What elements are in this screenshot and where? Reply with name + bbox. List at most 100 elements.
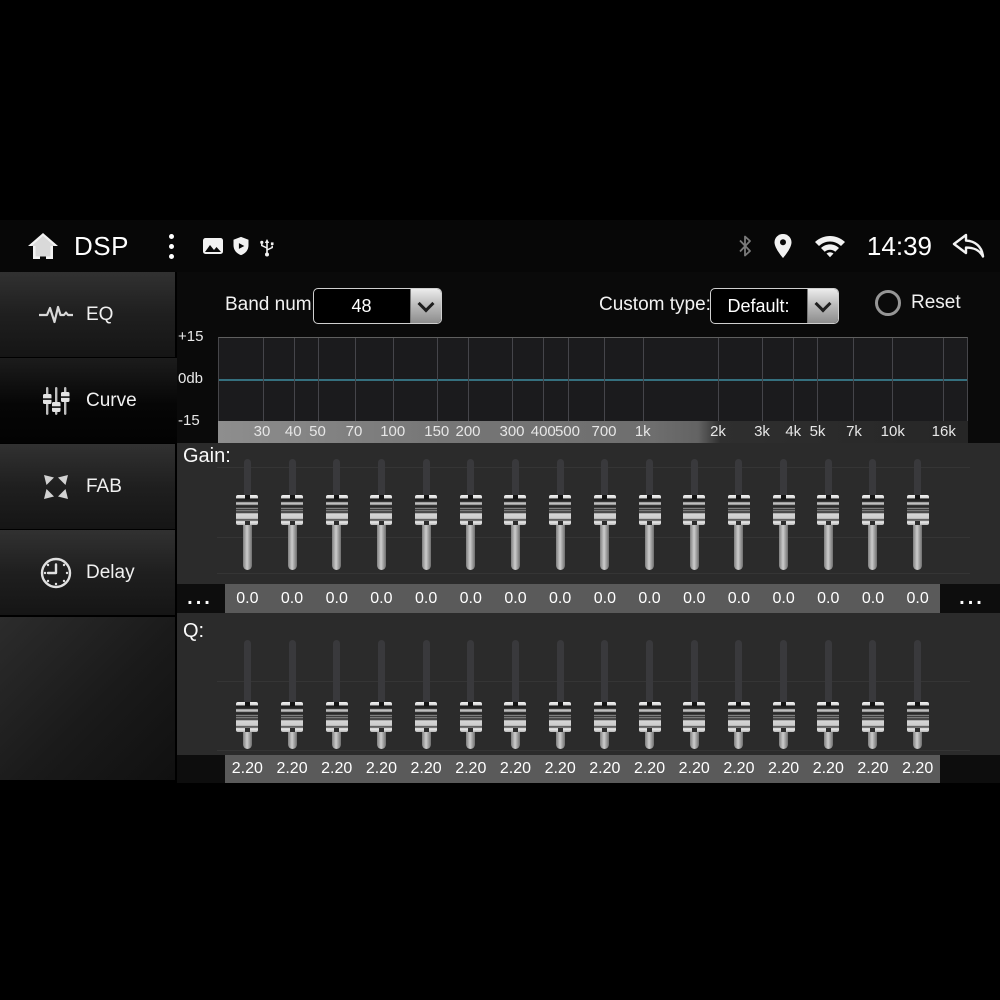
y-label-zero: 0db — [178, 370, 204, 387]
slider-track-upper — [288, 640, 296, 720]
slider-track-upper — [824, 459, 832, 513]
slider-thumb[interactable] — [861, 702, 884, 732]
freq-tick-label: 40 — [284, 423, 302, 440]
chevron-down-icon[interactable] — [807, 289, 838, 323]
more-bands-left-button[interactable]: ... — [187, 587, 213, 609]
slider-thumb[interactable] — [370, 495, 393, 525]
freq-tick-label: 7k — [846, 423, 862, 440]
band-slider[interactable] — [314, 455, 359, 575]
grid-line — [891, 338, 893, 421]
slider-thumb[interactable] — [325, 702, 348, 732]
slider-thumb[interactable] — [593, 495, 616, 525]
head-unit-screen: DSP — [0, 220, 1000, 783]
band-slider[interactable] — [270, 636, 315, 754]
slider-thumb[interactable] — [281, 495, 304, 525]
band-slider[interactable] — [672, 455, 717, 575]
sidebar-item-curve[interactable]: Curve — [0, 358, 177, 443]
slider-thumb[interactable] — [459, 495, 482, 525]
slider-thumb[interactable] — [817, 702, 840, 732]
band-slider[interactable] — [583, 636, 628, 754]
band-slider[interactable] — [806, 455, 851, 575]
slider-track-lower — [421, 521, 431, 570]
band-slider[interactable] — [538, 455, 583, 575]
slider-thumb[interactable] — [549, 495, 572, 525]
slider-thumb[interactable] — [593, 702, 616, 732]
band-slider[interactable] — [404, 455, 449, 575]
band-slider[interactable] — [895, 455, 940, 575]
slider-thumb[interactable] — [638, 495, 661, 525]
slider-thumb[interactable] — [504, 702, 527, 732]
band-value: 0.0 — [593, 589, 616, 607]
band-slider[interactable] — [895, 636, 940, 754]
band-slider[interactable] — [448, 636, 493, 754]
more-bands-right-button[interactable]: ... — [959, 587, 985, 609]
slider-thumb[interactable] — [906, 702, 929, 732]
band-slider[interactable] — [761, 636, 806, 754]
band-slider[interactable] — [806, 636, 851, 754]
band-slider[interactable] — [583, 455, 628, 575]
chevron-down-icon[interactable] — [410, 289, 441, 323]
sidebar-item-fab[interactable]: FAB — [0, 444, 175, 529]
sidebar-item-delay[interactable]: Delay — [0, 530, 175, 615]
band-value: 2.20 — [231, 760, 263, 777]
slider-thumb[interactable] — [861, 495, 884, 525]
band-slider[interactable] — [627, 455, 672, 575]
band-slider[interactable] — [851, 455, 896, 575]
band-slider[interactable] — [404, 636, 449, 754]
slider-thumb[interactable] — [727, 702, 750, 732]
band-slider[interactable] — [717, 636, 762, 754]
slider-track-lower — [376, 521, 386, 570]
slider-thumb[interactable] — [415, 495, 438, 525]
slider-thumb[interactable] — [236, 702, 259, 732]
custom-type-select[interactable]: Default: — [710, 288, 839, 324]
slider-track-upper — [333, 459, 341, 513]
band-slider[interactable] — [359, 636, 404, 754]
band-slider[interactable] — [225, 455, 270, 575]
band-slider[interactable] — [448, 455, 493, 575]
band-slider[interactable] — [717, 455, 762, 575]
reset-radio-icon[interactable] — [875, 290, 901, 316]
slider-thumb[interactable] — [906, 495, 929, 525]
slider-thumb[interactable] — [817, 495, 840, 525]
band-slider[interactable] — [359, 455, 404, 575]
band-num-value: 48 — [351, 295, 372, 316]
reset-button[interactable]: Reset — [875, 290, 961, 316]
slider-thumb[interactable] — [683, 702, 706, 732]
q-values-bar: 2.20 2.20 2.20 2.20 2.20 2.20 2.20 2.20 2.20 2.20… — [225, 755, 940, 783]
band-slider[interactable] — [493, 455, 538, 575]
band-slider[interactable] — [493, 636, 538, 754]
freq-tick-label: 50 — [309, 423, 326, 440]
grid-line — [853, 338, 855, 421]
menu-dots-icon[interactable] — [165, 230, 178, 263]
band-slider[interactable] — [761, 455, 806, 575]
slider-thumb[interactable] — [772, 702, 795, 732]
clock-icon — [38, 555, 74, 591]
slider-thumb[interactable] — [370, 702, 393, 732]
slider-thumb[interactable] — [683, 495, 706, 525]
slider-track-upper — [422, 459, 430, 513]
band-slider[interactable] — [672, 636, 717, 754]
slider-thumb[interactable] — [459, 702, 482, 732]
back-icon[interactable] — [952, 233, 986, 259]
band-slider[interactable] — [225, 636, 270, 754]
band-slider[interactable] — [627, 636, 672, 754]
slider-thumb[interactable] — [281, 702, 304, 732]
slider-thumb[interactable] — [772, 495, 795, 525]
band-slider[interactable] — [314, 636, 359, 754]
slider-thumb[interactable] — [236, 495, 259, 525]
band-num-select[interactable]: 48 — [313, 288, 442, 324]
band-slider[interactable] — [538, 636, 583, 754]
home-icon[interactable] — [26, 231, 60, 261]
slider-thumb[interactable] — [504, 495, 527, 525]
slider-thumb[interactable] — [549, 702, 572, 732]
slider-thumb[interactable] — [727, 495, 750, 525]
sidebar-item-eq[interactable]: EQ — [0, 272, 175, 357]
band-slider[interactable] — [851, 636, 896, 754]
sidebar-empty-area — [0, 617, 175, 780]
eq-plot[interactable] — [218, 337, 968, 421]
slider-thumb[interactable] — [415, 702, 438, 732]
slider-track-lower — [555, 521, 565, 570]
slider-thumb[interactable] — [638, 702, 661, 732]
slider-thumb[interactable] — [325, 495, 348, 525]
band-slider[interactable] — [270, 455, 315, 575]
